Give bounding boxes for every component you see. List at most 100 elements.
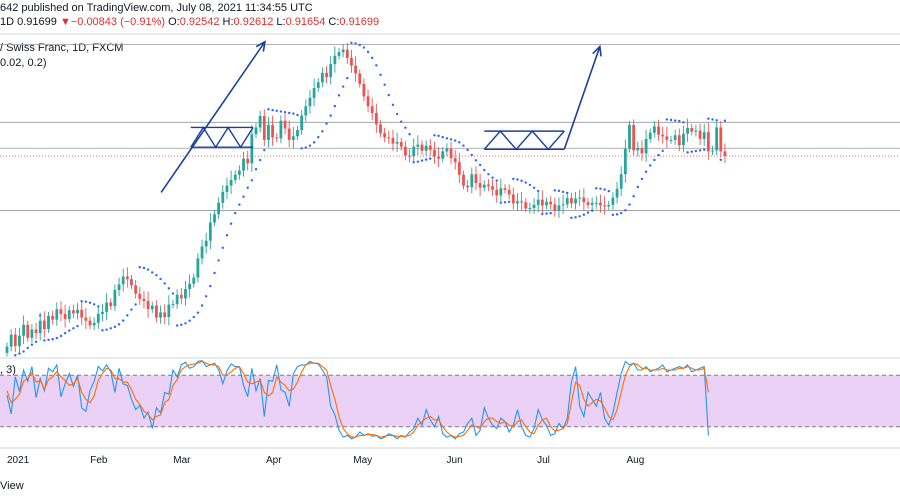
candle-body (702, 132, 706, 139)
candle-body (665, 136, 669, 140)
time-axis-label[interactable]: Jun (447, 455, 463, 466)
sar-dot (458, 141, 461, 144)
candle-body (246, 158, 250, 164)
candle-body (677, 135, 681, 146)
sar-dot (159, 277, 162, 281)
high-label: H: (222, 16, 234, 28)
sar-dot (304, 146, 307, 149)
candle-body (648, 132, 652, 139)
time-axis-label[interactable]: Jul (537, 455, 550, 466)
sar-dot (167, 287, 171, 290)
candle-body (262, 116, 266, 140)
sar-dot (358, 43, 361, 47)
sar-dot (279, 110, 283, 113)
candle-body (599, 202, 602, 206)
candle-body (59, 309, 63, 314)
sar-dot (433, 134, 436, 137)
candle-body (175, 294, 179, 305)
candle-body (374, 112, 378, 125)
sar-dot (221, 246, 224, 249)
time-axis[interactable]: 2021 Feb Mar Apr May Jun Jul Aug (7, 455, 644, 466)
candle-body (208, 222, 212, 241)
sar-dot (686, 151, 689, 154)
candle-body (478, 183, 482, 188)
sar-dot (512, 177, 515, 181)
sar-dot (234, 211, 237, 215)
candle-body (101, 311, 104, 314)
sar-dot (72, 327, 75, 330)
time-axis-label[interactable]: Apr (266, 455, 282, 466)
sar-dot (246, 186, 249, 189)
candle-body (590, 202, 594, 205)
sar-dot (205, 295, 208, 298)
sar-dot (263, 148, 266, 152)
sar-dot (495, 179, 498, 182)
sar-dot (462, 144, 465, 147)
candle-body (250, 134, 254, 164)
pattern-drawings[interactable] (160, 40, 602, 193)
time-axis-label[interactable]: Feb (90, 455, 108, 466)
candle-body (686, 128, 689, 134)
sar-dot (296, 113, 299, 117)
sar-dot (97, 305, 100, 308)
sar-dot (723, 119, 727, 122)
candle-body (628, 124, 631, 149)
candle-body (536, 199, 540, 205)
sar-dot (200, 304, 204, 307)
sar-dot (88, 301, 92, 304)
candle-body (437, 156, 440, 159)
candle-body (623, 148, 627, 175)
candle-body (63, 313, 67, 320)
sar-dot (192, 315, 195, 319)
candle-body (424, 145, 428, 151)
sar-dot (312, 141, 316, 144)
candle-body (354, 65, 357, 74)
stochastic-lines (6, 359, 709, 440)
parabolic-sar-legend[interactable]: 0.02, 0.2) (0, 57, 47, 69)
candle-body (387, 137, 391, 139)
candle-body (553, 204, 557, 211)
time-axis-label[interactable]: 2021 (7, 455, 30, 466)
time-axis-label[interactable]: Mar (173, 455, 191, 466)
sar-dot (337, 94, 341, 97)
symbol-legend[interactable]: / Swiss Franc, 1D, FXCM (0, 42, 124, 54)
publisher-text: 642 published on TradingView.com, July 0… (0, 2, 313, 14)
candle-body (653, 126, 656, 133)
candle-body (619, 174, 623, 189)
candle-body (520, 201, 523, 203)
sar-dot (441, 135, 444, 139)
candle-body (391, 137, 395, 144)
candle-body (221, 191, 225, 203)
candle-body (715, 127, 719, 151)
candle-body (233, 174, 237, 180)
candle-body (146, 300, 150, 310)
sar-dot (437, 134, 440, 138)
candle-body (121, 276, 125, 285)
candle-body (694, 130, 698, 132)
time-axis-label[interactable]: Aug (627, 455, 645, 466)
candle-body (51, 316, 55, 320)
sar-dot (561, 190, 565, 194)
candle-body (34, 329, 38, 334)
stochastic-legend[interactable]: , 3) (0, 364, 16, 376)
candle-body (196, 258, 200, 278)
candle-body (138, 293, 142, 299)
candle-body (690, 128, 694, 132)
sar-dot (537, 189, 540, 193)
tradingview-footer: View (0, 480, 24, 492)
sar-dot (175, 324, 179, 327)
candle-body (271, 124, 274, 138)
sar-dot (225, 234, 229, 237)
sar-dot (698, 149, 702, 152)
candle-body (304, 106, 308, 116)
sar-dot (611, 213, 615, 217)
sar-dot (507, 200, 511, 204)
sar-dot (615, 213, 619, 216)
sar-dot (620, 211, 623, 215)
sar-dot (387, 93, 390, 97)
sar-dot (155, 273, 158, 277)
candle-body (487, 184, 490, 187)
candle-body (412, 146, 416, 157)
time-axis-label[interactable]: May (353, 455, 372, 466)
